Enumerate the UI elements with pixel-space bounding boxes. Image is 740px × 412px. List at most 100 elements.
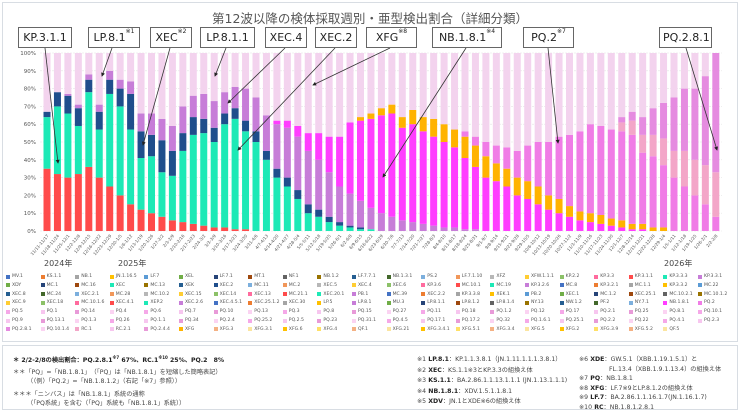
- legend-swatch: [352, 292, 356, 297]
- legend-swatch: [525, 309, 529, 314]
- bar-segment-KP.3.1.1: [116, 195, 124, 231]
- legend-swatch: [628, 292, 633, 297]
- bar-segment-XFG: [398, 117, 406, 128]
- legend-swatch: [40, 327, 45, 332]
- legend-swatch: [594, 274, 599, 279]
- legend-item: XEC: [109, 283, 125, 288]
- bar-segment-XEC: [148, 156, 155, 214]
- bar-segment-other: [451, 53, 459, 130]
- bar-segment-XEC: [262, 159, 270, 231]
- bar-segment-LP.8.1: [200, 93, 208, 119]
- bar-segment-XEC: [252, 142, 260, 231]
- legend-item: XEK.1: [490, 292, 510, 297]
- legend-swatch: [421, 318, 426, 323]
- bar-segment-XEC.2: [283, 177, 291, 187]
- bar-segment-NB.1.8.1: [607, 225, 615, 231]
- bar-segment-other: [294, 53, 302, 126]
- bar-segment-XEC: [200, 133, 208, 226]
- bar-segment-other: [649, 53, 657, 109]
- legend-swatch: [282, 309, 287, 314]
- legend-swatch: [248, 283, 253, 288]
- bar-segment-RC.1: [618, 122, 626, 132]
- legend-item: XDY: [6, 283, 21, 288]
- bar-segment-other: [607, 53, 615, 130]
- bar-segment-RC.1: [660, 138, 668, 166]
- bar-segment-other: [388, 53, 396, 105]
- legend-item: LF.7.1.10: [455, 274, 482, 279]
- legend-item: PQ.8: [317, 309, 334, 314]
- legend-item: PQ.17: [559, 309, 579, 314]
- bar-segment-KP.3.1.1: [74, 174, 82, 231]
- legend-item: KP.3.3.1: [698, 274, 722, 279]
- legend-swatch: [663, 309, 668, 314]
- bar-segment-PQ.2: [586, 124, 594, 214]
- bar-segment-XEC: [74, 125, 82, 175]
- legend-item: PQ.14: [75, 309, 95, 314]
- legend-swatch: [421, 300, 426, 305]
- legend-item: PQ.27: [386, 309, 406, 314]
- legend-swatch: [40, 274, 45, 279]
- legend-item: XEC.8: [6, 292, 26, 297]
- legend-item: PQ.15: [352, 309, 372, 314]
- y-tick-label: 20%: [24, 193, 36, 199]
- bar-segment-KP.3.1.1: [210, 227, 218, 231]
- legend-item: PQ.13.1: [40, 318, 65, 323]
- bar-segment-PQ.2: [545, 142, 553, 196]
- legend-item: XEK: [179, 283, 194, 288]
- bar-segment-NB.1.8.1: [388, 113, 396, 217]
- legend-item: XFG.3.1: [248, 327, 272, 332]
- bar-segment-XEC: [137, 158, 145, 210]
- legend-item: XFG.3.4.1: [421, 327, 450, 332]
- bar-segment-PQ.2.8.1: [639, 117, 647, 135]
- year-label-2025: 2025年: [118, 259, 147, 268]
- bar-segment-other: [168, 53, 176, 126]
- legend-item: XEC.2.6: [179, 300, 203, 305]
- bar-segment-PQ.2: [492, 145, 500, 164]
- bar-segment-NB.1.8.1: [419, 131, 427, 224]
- legend-swatch: [490, 327, 495, 332]
- bar-segment-XEC: [64, 113, 72, 178]
- bar-segment-NB.1.8.1: [576, 220, 584, 231]
- bar-segment-KP.3.1.1: [221, 227, 229, 231]
- legend-swatch: [421, 292, 426, 297]
- legend-swatch: [628, 318, 633, 323]
- legend-item: KP.3.3: [594, 274, 614, 279]
- bar-segment-other: [106, 53, 114, 71]
- bar-segment-KP.3.1.1: [106, 186, 114, 231]
- bar-segment-PQ.2: [618, 131, 626, 221]
- legend-item: PQ.2.8.1: [6, 327, 32, 332]
- bar-segment-XFG: [419, 117, 427, 132]
- bar-segment-NB.1.8.1: [294, 125, 302, 137]
- bar-segment-KP.3.1.1: [43, 168, 51, 231]
- bar-segment-PQ.2: [680, 186, 688, 231]
- bar-segment-LP.8.1: [336, 186, 344, 223]
- legend-item: XFG: [179, 327, 194, 332]
- legend-swatch: [594, 300, 599, 305]
- legend-swatch: [455, 327, 460, 332]
- legend-swatch: [282, 300, 287, 305]
- bar-segment-other: [566, 53, 573, 135]
- bar-segment-other: [116, 53, 124, 80]
- bar-segment-other: [660, 53, 668, 103]
- callout-arrow: [101, 47, 113, 77]
- bar-segment-XFG: [503, 168, 511, 187]
- bar-segment-other: [377, 53, 385, 109]
- bar-segment-XEC: [283, 186, 291, 231]
- bar-segment-LP.8.1: [283, 127, 291, 178]
- bar-segment-LP.8.1: [95, 104, 103, 112]
- bar-segment-other: [283, 53, 291, 121]
- bar-segment-other: [440, 53, 448, 125]
- legend-item: MC.16: [75, 283, 96, 288]
- bar-segment-other: [545, 53, 553, 142]
- legend-item: XEC.2.2: [421, 292, 445, 297]
- legend-swatch: [628, 283, 633, 288]
- legend-item: MC.39: [386, 292, 407, 297]
- stacked-bar-chart: 0%10%20%30%40%50%60%70%80%90%100%11/11-1…: [20, 47, 722, 256]
- legend-item: PQ.6: [144, 309, 161, 314]
- bar-segment-XFG: [649, 227, 657, 231]
- legend-item: PS.2: [421, 274, 437, 279]
- bar-segment-LP.8.1: [221, 92, 229, 114]
- bar-segment-other: [430, 53, 438, 119]
- bar-segment-XEC.2: [85, 79, 93, 93]
- bar-segment-NB.1.8.1: [586, 222, 594, 231]
